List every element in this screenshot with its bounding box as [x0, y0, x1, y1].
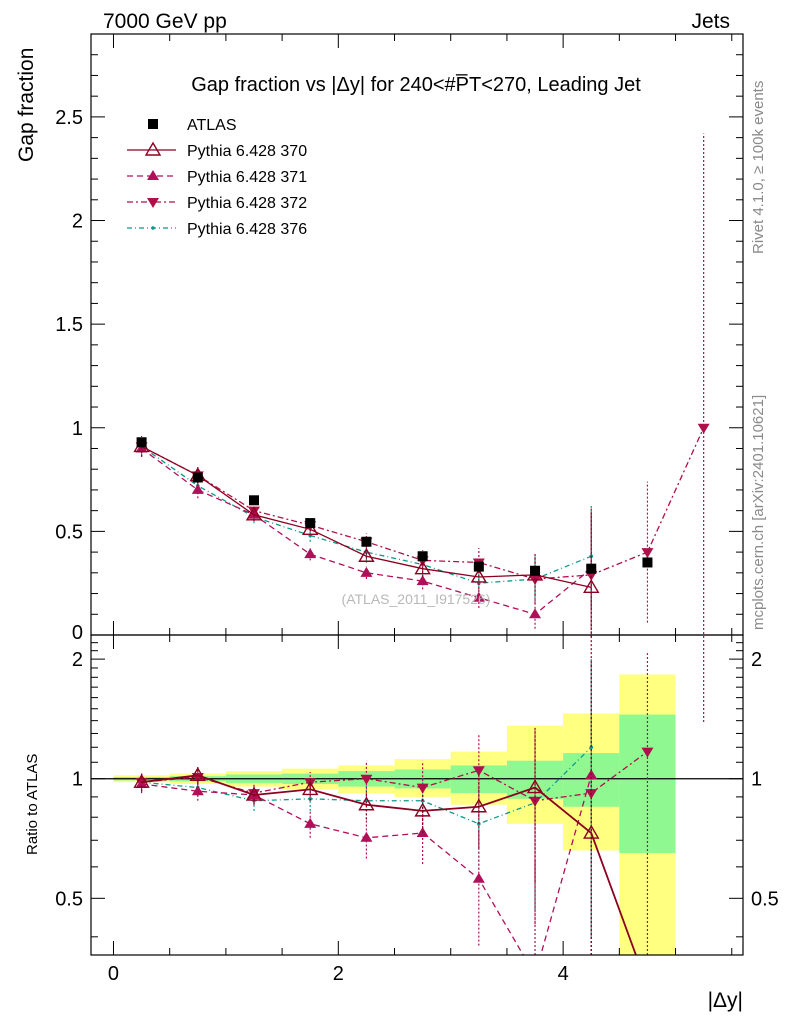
ratio-panel: 0.5 0.5 1 1 2 2 0 2 4 Ratio to ATLAS |Δy|: [24, 634, 779, 1012]
legend-label: Pythia 6.428 371: [187, 169, 307, 186]
main-series-line: [141, 445, 592, 584]
atlas-point: [361, 536, 372, 547]
legend: ATLAS Pythia 6.428 370 Pythia 6.428 371 Pyt…: [127, 117, 307, 238]
ratio-point: [416, 783, 429, 794]
ratio-point: [191, 785, 204, 796]
ratio-y-tick-label: 2: [72, 649, 83, 671]
legend-marker: [144, 141, 162, 156]
y-tick-label: 0.5: [55, 521, 83, 543]
main-series-line: [141, 447, 592, 615]
ratio-point: [304, 817, 317, 828]
legend-entry: ATLAS: [148, 117, 237, 134]
legend-label: Pythia 6.428 370: [187, 143, 307, 160]
legend-marker: [147, 198, 159, 208]
ratio-point: [589, 745, 594, 750]
main-point: [470, 568, 488, 583]
legend-label: Pythia 6.428 376: [187, 221, 307, 238]
main-point: [191, 483, 204, 494]
main-point: [248, 508, 260, 519]
ratio-y-tick-label-right: 0.5: [751, 888, 779, 910]
main-point: [416, 575, 429, 586]
series-atlas: [136, 437, 653, 576]
mcplots-reference-label: mcplots.cern.ch [arXiv:2401.10621]: [750, 395, 767, 630]
main-point: [414, 560, 431, 575]
ratio-point: [526, 779, 544, 794]
atlas-point: [305, 518, 316, 529]
main-point: [358, 547, 375, 562]
atlas-point: [586, 563, 597, 574]
main-point: [697, 423, 710, 434]
ratio-y-tick-label: 1: [72, 769, 83, 791]
legend-marker: [148, 119, 158, 129]
main-point: [304, 548, 317, 559]
x-tick-label: 2: [333, 963, 344, 985]
energy-label: 7000 GeV pp: [103, 10, 227, 33]
atlas-point: [473, 561, 484, 572]
ratio-point: [414, 802, 431, 817]
ratio-point: [583, 824, 600, 839]
y-tick-label: 2: [72, 211, 83, 233]
legend-entry: Pythia 6.428 371: [127, 169, 307, 186]
main-point: [301, 520, 319, 536]
main-point: [472, 591, 485, 602]
ratio-y-tick-label: 0.5: [55, 888, 83, 910]
main-panel: 0.5 1 1.5 2 2.5 0 Gap fraction vs |Δy| for 24…: [15, 33, 744, 723]
atlas-point: [417, 551, 428, 562]
ratio-point: [641, 747, 654, 758]
ratio-series-p370: [133, 665, 637, 955]
ratio-point: [133, 773, 150, 788]
ratio-point: [248, 788, 260, 799]
main-title: Gap fraction vs |Δy| for 240<#P̅T<270, L…: [191, 73, 641, 96]
main-point: [641, 548, 654, 559]
ratio-point: [360, 774, 373, 785]
x-axis-label: |Δy|: [708, 989, 743, 1012]
ratio-y-tick-label-right: 1: [751, 769, 762, 791]
y-tick-label: 1.5: [55, 314, 83, 336]
atlas-point: [530, 565, 541, 576]
stat-uncertainty-band: [619, 714, 676, 854]
atlas-point: [136, 437, 147, 448]
ratio-point: [245, 786, 263, 801]
ratio-point: [358, 796, 375, 811]
ratio-plot-frame: [90, 634, 744, 956]
y-zero-label: 0: [72, 622, 83, 644]
ratio-point: [472, 872, 485, 883]
main-y-axis-label: Gap fraction: [15, 48, 38, 162]
ratio-point: [301, 781, 319, 796]
legend-marker: [147, 170, 159, 180]
watermark-label: (ATLAS_2011_I917526): [342, 591, 491, 607]
main-point: [529, 608, 542, 619]
legend-marker: [151, 226, 155, 230]
y-tick-label: 2.5: [55, 107, 83, 129]
ratio-series-group: [133, 653, 654, 955]
ratio-point: [360, 831, 373, 842]
main-series-line: [141, 445, 592, 588]
ratio-y-tick-label-right: 2: [751, 649, 762, 671]
ratio-point: [189, 766, 207, 781]
ratio-series-line: [141, 774, 637, 955]
legend-entry: Pythia 6.428 372: [127, 195, 307, 212]
y-tick-label: 1: [72, 418, 83, 440]
ratio-y-axis-label: Ratio to ATLAS: [24, 754, 41, 855]
ratio-point: [470, 798, 488, 813]
atlas-point: [249, 495, 259, 506]
ratio-point: [472, 766, 485, 777]
rivet-version-label: Rivet 4.1.0, ≥ 100k events: [750, 81, 767, 254]
legend-label: ATLAS: [187, 117, 237, 134]
main-point: [360, 566, 373, 577]
main-series-line: [141, 427, 705, 580]
main-point: [245, 506, 263, 521]
main-point: [583, 578, 600, 594]
atlas-point: [642, 557, 653, 568]
x-tick-label: 0: [108, 963, 119, 985]
jets-label: Jets: [691, 10, 730, 33]
legend-entry: Pythia 6.428 370: [127, 141, 307, 160]
x-tick-label: 4: [558, 963, 569, 985]
legend-entry: Pythia 6.428 376: [127, 221, 307, 238]
series-pythia-6-428-376: [139, 438, 594, 609]
atlas-point: [192, 472, 203, 483]
legend-label: Pythia 6.428 372: [187, 195, 307, 212]
